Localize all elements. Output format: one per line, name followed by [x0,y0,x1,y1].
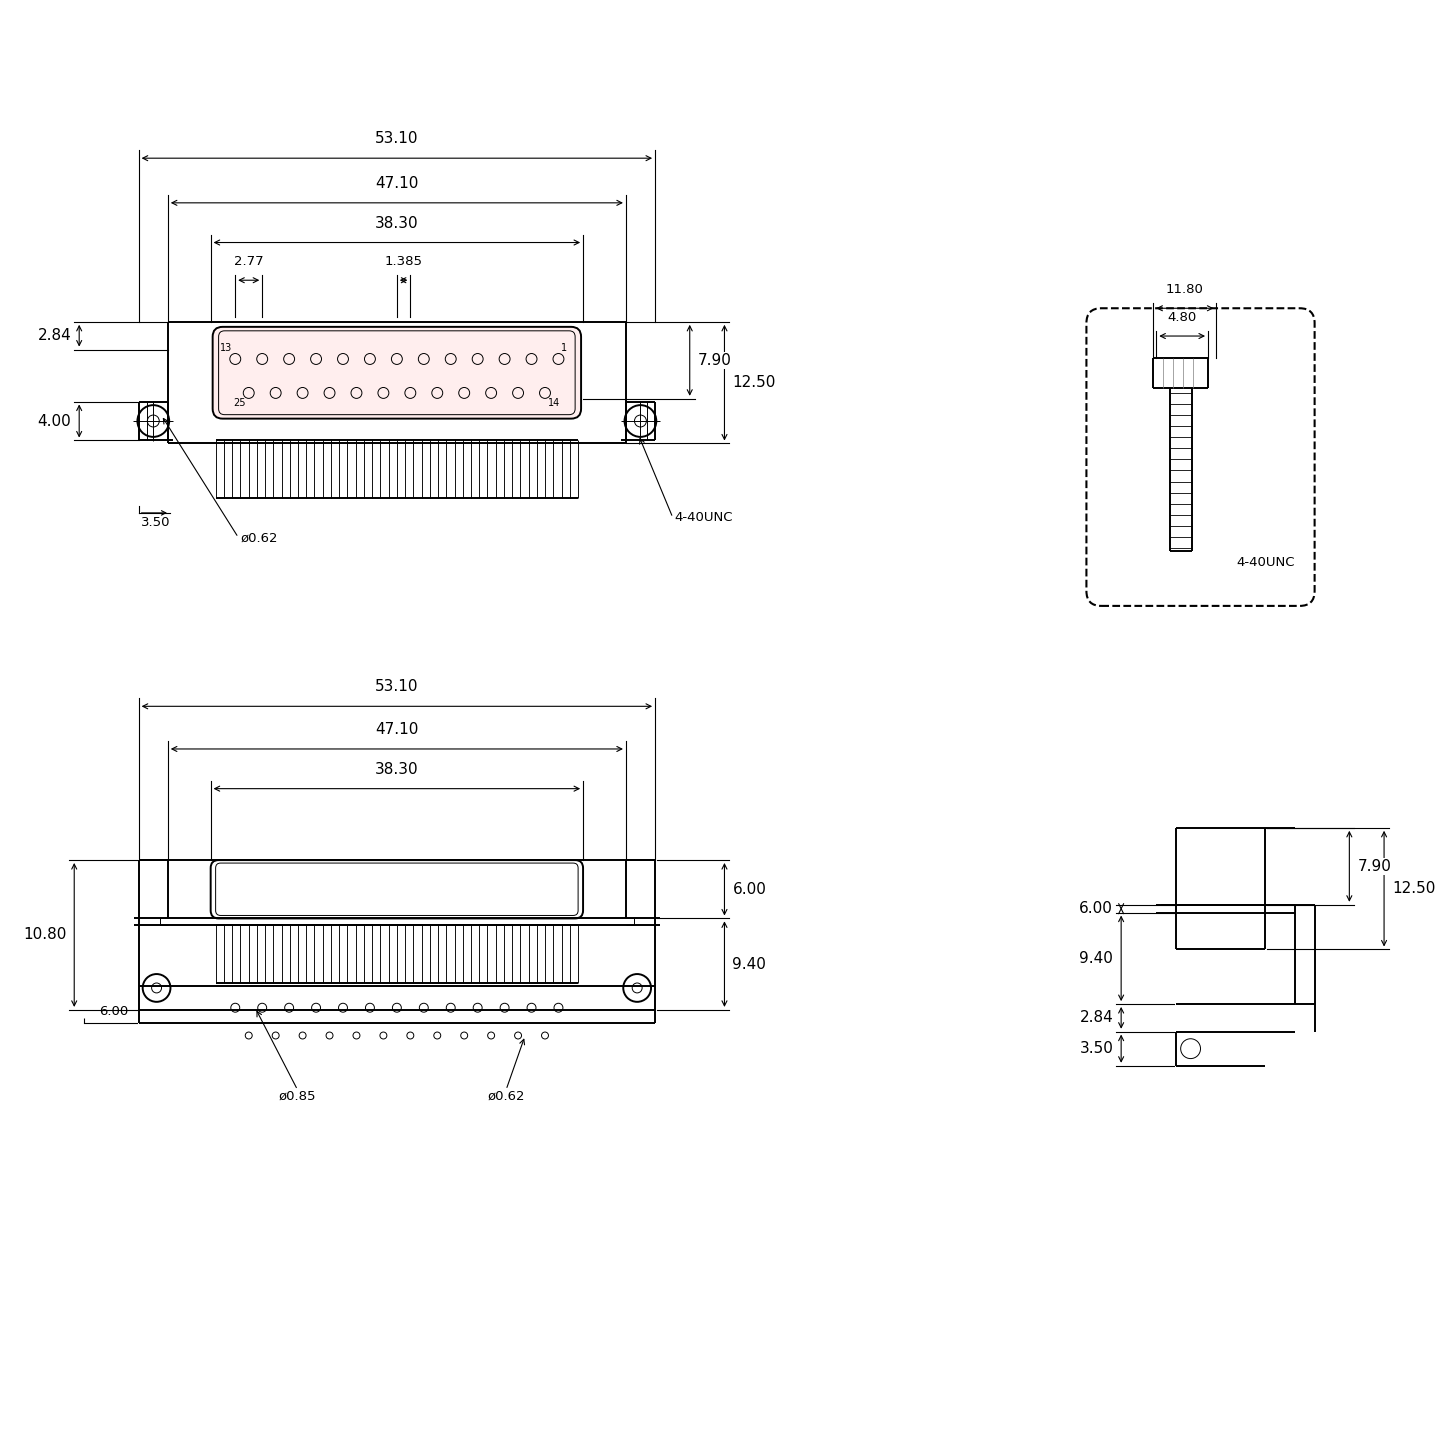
FancyBboxPatch shape [1086,308,1315,606]
Text: ø0.62: ø0.62 [487,1090,524,1103]
Text: 9.40: 9.40 [1080,950,1113,966]
Text: 4-40UNC: 4-40UNC [1237,556,1295,569]
Text: 6.00: 6.00 [733,881,766,897]
Text: 4.80: 4.80 [1168,311,1197,324]
Text: 11.80: 11.80 [1166,284,1204,297]
Text: 4.00: 4.00 [37,413,71,429]
Text: 53.10: 53.10 [374,680,419,694]
Text: 2.84: 2.84 [1080,1011,1113,1025]
Text: 9.40: 9.40 [733,956,766,972]
Text: 12.50: 12.50 [733,376,776,390]
Text: 14: 14 [549,397,560,408]
FancyBboxPatch shape [210,860,583,919]
Text: ø0.85: ø0.85 [279,1090,317,1103]
FancyBboxPatch shape [216,863,577,916]
Text: 1: 1 [562,343,567,353]
Text: 53.10: 53.10 [374,131,419,147]
Text: 47.10: 47.10 [376,176,419,192]
Text: 3.50: 3.50 [141,516,170,528]
Text: 47.10: 47.10 [376,721,419,737]
Text: 10.80: 10.80 [23,927,66,942]
Text: 38.30: 38.30 [374,762,419,776]
Text: ø0.62: ø0.62 [240,531,278,544]
Text: 6.00: 6.00 [99,1005,128,1018]
FancyBboxPatch shape [213,327,582,419]
Text: 2.84: 2.84 [37,328,71,343]
Text: 2.77: 2.77 [233,255,264,268]
Text: 38.30: 38.30 [374,216,419,230]
Text: 25: 25 [233,397,246,408]
FancyBboxPatch shape [219,331,575,415]
Text: 7.90: 7.90 [697,353,732,367]
Text: 3.50: 3.50 [1080,1041,1113,1056]
Text: 12.50: 12.50 [1392,881,1436,896]
Text: 4-40UNC: 4-40UNC [675,511,733,524]
Text: 1.385: 1.385 [384,255,422,268]
Text: 6.00: 6.00 [1080,901,1113,916]
Text: 7.90: 7.90 [1358,858,1391,874]
Text: 13: 13 [220,343,232,353]
